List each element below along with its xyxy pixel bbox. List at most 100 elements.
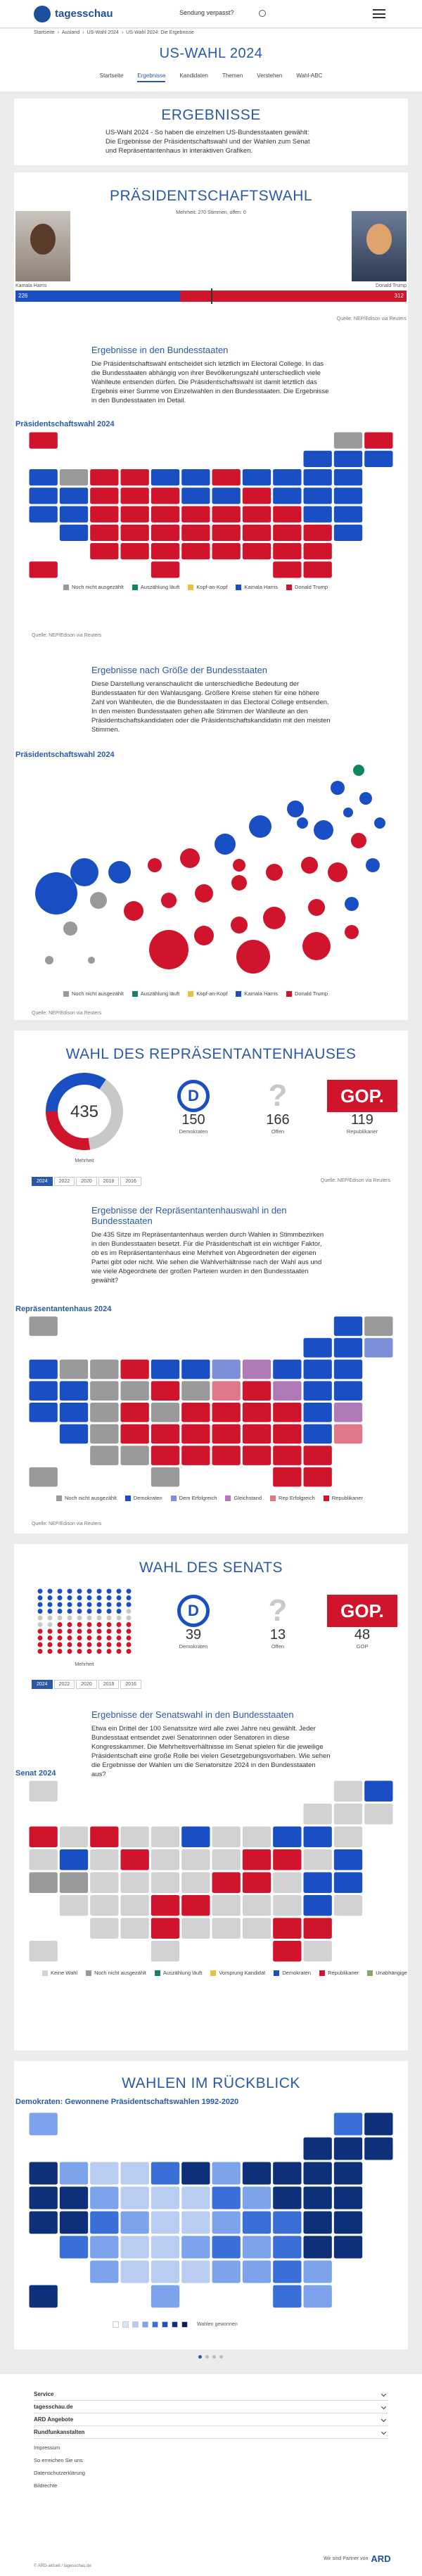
footer-link[interactable]: So erreichen Sie uns (34, 2457, 83, 2463)
footer-link[interactable]: Bildrechte (34, 2482, 58, 2489)
state (150, 487, 181, 505)
seat-dot (116, 1649, 122, 1654)
legend-swatch (188, 584, 194, 590)
us-map (28, 2112, 394, 2309)
year-tab[interactable]: 2024 (32, 1177, 53, 1186)
logo-icon[interactable] (34, 6, 51, 23)
logo-text[interactable]: tagesschau (55, 8, 113, 20)
state (211, 487, 241, 505)
scale-swatch (142, 2321, 148, 2328)
year-tab[interactable]: 2022 (53, 1177, 75, 1186)
footer-menu-item[interactable]: Rundfunkanstalten (34, 2426, 388, 2439)
crumb[interactable]: Startseite (34, 30, 55, 35)
state (28, 2284, 58, 2309)
party-name: Offen (271, 1643, 285, 1650)
state (364, 1780, 394, 1802)
partner-logo[interactable]: ARD (371, 2553, 391, 2564)
page-dot[interactable] (212, 2355, 216, 2359)
crumb[interactable]: US-Wahl 2024: Die Ergebnisse (126, 30, 194, 35)
nav-item[interactable]: Startseite (99, 72, 124, 79)
scale-swatch (132, 2321, 139, 2328)
legend-label: Noch nicht ausgezählt (72, 990, 124, 997)
footer-link[interactable]: Impressum (34, 2444, 60, 2451)
state (241, 523, 272, 542)
legend: Noch nicht ausgezählt Auszählung läuft Kop… (63, 584, 328, 590)
seat-dot (87, 1622, 92, 1627)
state-bubble (297, 817, 308, 829)
nav-item[interactable]: Verstehen (257, 72, 283, 79)
state (181, 1825, 211, 1848)
crumb[interactable]: Ausland (61, 30, 80, 35)
legend-item: Demokraten (274, 1970, 311, 1976)
section-text: Die Präsidentschaftswahl entscheidet sic… (91, 360, 329, 404)
state (120, 1849, 150, 1871)
candidate-name: Donald Trump (376, 283, 407, 288)
year-tab[interactable]: 2024 (32, 1680, 53, 1689)
search-icon[interactable] (259, 10, 266, 17)
state (181, 1849, 211, 1871)
legend-swatch (63, 990, 69, 997)
state (272, 2235, 302, 2259)
legend-label: Donald Trump (294, 990, 328, 997)
missed-link[interactable]: Sendung verpasst? (179, 9, 234, 16)
state (150, 2161, 181, 2186)
majority-label: Mehrheit (75, 1662, 94, 1667)
year-tab[interactable]: 2016 (120, 1680, 141, 1689)
footer-menu-item[interactable]: tagesschau.de (34, 2401, 388, 2414)
page-dot[interactable] (219, 2355, 223, 2359)
seat-dot (106, 1609, 112, 1614)
seat-dot (77, 1649, 82, 1654)
state (120, 2186, 150, 2210)
year-tab[interactable]: 2022 (53, 1680, 75, 1689)
year-tab[interactable]: 2020 (76, 1680, 97, 1689)
map-title: Präsidentschaftswahl 2024 (15, 420, 115, 428)
footer-link[interactable]: Datenschutzerklärung (34, 2470, 85, 2476)
nav-item[interactable]: Ergebnisse (137, 72, 166, 82)
nav-item[interactable]: Themen (222, 72, 243, 79)
footer: Service tagesschau.de ARD Angebote Rundfunk… (0, 2374, 422, 2576)
state (120, 1825, 150, 1848)
crumb[interactable]: US-Wahl 2024 (87, 30, 119, 35)
state (272, 2210, 302, 2235)
footer-menu-item[interactable]: Service (34, 2388, 388, 2401)
state (302, 542, 333, 561)
state (241, 1917, 272, 1939)
scale-swatch (181, 2321, 188, 2328)
state (333, 2136, 364, 2161)
footer-menu-item[interactable]: ARD Angebote (34, 2414, 388, 2426)
legend-swatch (170, 1495, 177, 1501)
state-bubble (231, 917, 248, 933)
state (58, 2235, 89, 2259)
year-tab[interactable]: 2020 (76, 1177, 97, 1186)
party: GOP. 48 GOP (324, 1595, 401, 1650)
nav-item[interactable]: Wahl-ABC (296, 72, 323, 79)
state (211, 1825, 241, 1848)
menu-icon[interactable] (373, 9, 385, 18)
page-dot[interactable] (198, 2355, 202, 2359)
section-text: Die 435 Sitze im Repräsentantenhaus werd… (91, 1231, 324, 1284)
state-bubble (249, 815, 271, 838)
scale-swatch (113, 2321, 119, 2328)
state (150, 1871, 181, 1894)
state (28, 2186, 58, 2210)
state-bubble (148, 858, 162, 872)
state (302, 1940, 333, 1963)
seat-dot (106, 1615, 112, 1621)
year-tab[interactable]: 2018 (98, 1177, 120, 1186)
state-bubble (90, 892, 107, 909)
year-tab[interactable]: 2016 (120, 1177, 141, 1186)
state (364, 1803, 394, 1825)
state-bubble (263, 907, 286, 929)
senate-card: WAHL DES SENATS Mehrheit D 39 Demokraten? 1… (14, 1544, 408, 2051)
seat-dot (37, 1622, 43, 1627)
page-dot[interactable] (205, 2355, 209, 2359)
state (120, 1423, 150, 1445)
nav-item[interactable]: Kandidaten (179, 72, 208, 79)
states-block: Ergebnisse der Repräsentantenhauswahl in… (91, 1205, 331, 1285)
intro-heading: ERGEBNISSE (161, 107, 261, 123)
year-tabs: 2024 2022 2020 2018 2016 (32, 1177, 141, 1186)
state (241, 1445, 272, 1466)
state (364, 1337, 394, 1358)
state-bubble (70, 858, 98, 886)
year-tab[interactable]: 2018 (98, 1680, 120, 1689)
